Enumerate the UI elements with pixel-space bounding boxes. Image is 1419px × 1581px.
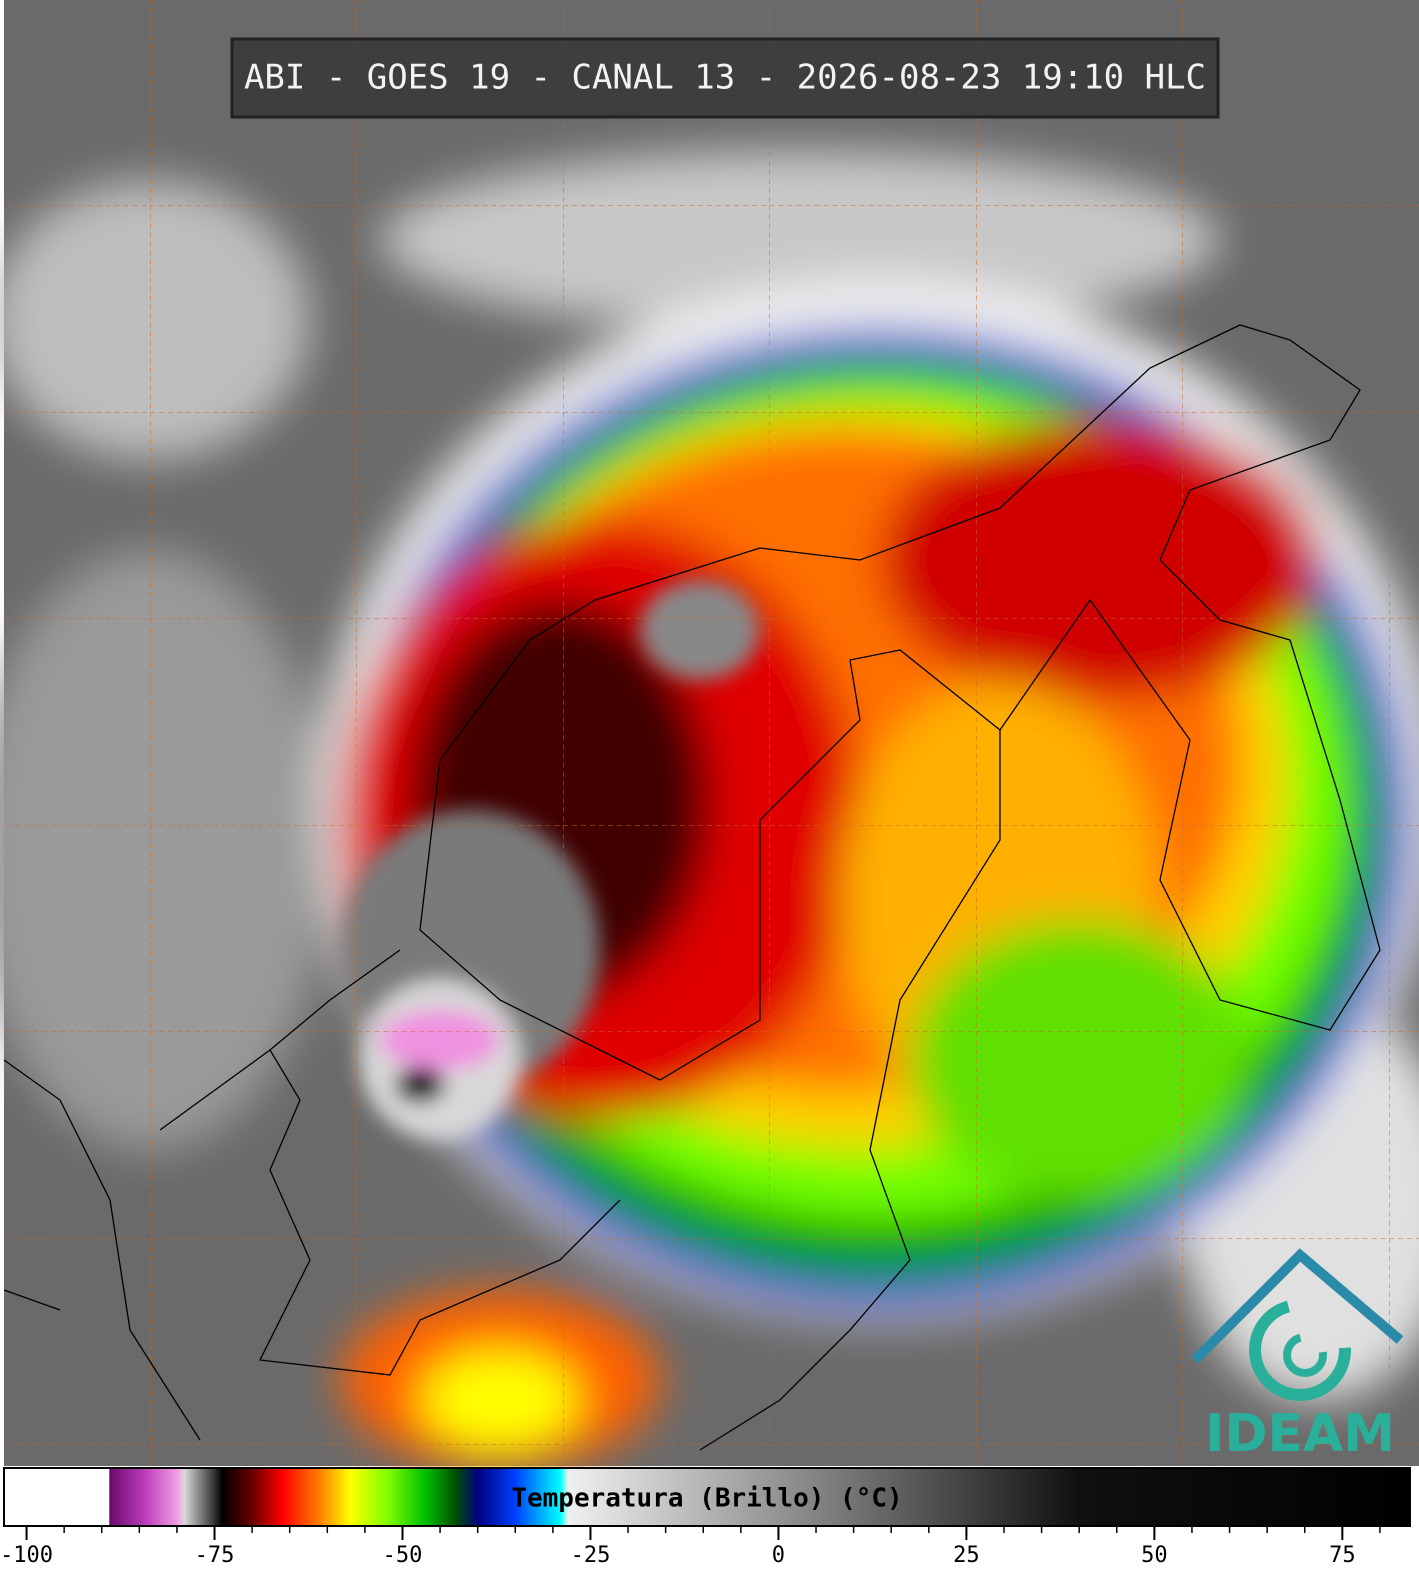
colorbar-segment — [455, 1468, 479, 1526]
colorbar-tick-label: -100 — [0, 1543, 53, 1568]
colorbar-segment — [214, 1468, 223, 1526]
title-box — [230, 37, 1220, 119]
colorbar-segment — [222, 1468, 253, 1526]
colorbar-segment — [1079, 1468, 1411, 1526]
colorbar-tick-label: 0 — [772, 1543, 785, 1568]
colorbar-segment — [349, 1468, 388, 1526]
colorbar-tick-label: -75 — [195, 1543, 235, 1568]
colorbar-segment — [425, 1468, 456, 1526]
satellite-image — [0, 0, 1419, 1470]
colorbar-segment — [282, 1468, 321, 1526]
colorbar-segment — [515, 1468, 561, 1526]
colorbar-segment — [567, 1468, 1080, 1526]
colorbar-tick-label: -25 — [571, 1543, 611, 1568]
colorbar-segment — [319, 1468, 351, 1526]
logo: IDEAM — [1191, 1248, 1404, 1464]
colorbar-segment — [560, 1468, 569, 1526]
colorbar: Temperatura (Brillo) (°C) -100 -75 -50 -25 0 2… — [0, 1467, 1411, 1568]
colorbar-segment — [109, 1468, 148, 1526]
logo-text: IDEAM — [1205, 1404, 1395, 1464]
colorbar-segment — [387, 1468, 426, 1526]
colorbar-tick-label: 75 — [1329, 1543, 1356, 1568]
colorbar-frame — [3, 1467, 1411, 1527]
colorbar-segment — [4, 1468, 110, 1526]
colorbar-segment — [252, 1468, 283, 1526]
colorbar-label: Temperatura (Brillo) (°C) — [511, 1484, 902, 1514]
colorbar-tick-label: 25 — [953, 1543, 980, 1568]
colorbar-segment — [477, 1468, 516, 1526]
colorbar-tick-label: 50 — [1141, 1543, 1168, 1568]
colorbar-segment — [184, 1468, 216, 1526]
colorbar-tick-label: -50 — [383, 1543, 423, 1568]
colorbar-segment — [176, 1468, 185, 1526]
title: ABI - GOES 19 - CANAL 13 - 2026-08-23 19… — [244, 58, 1206, 98]
colorbar-segment — [146, 1468, 178, 1526]
